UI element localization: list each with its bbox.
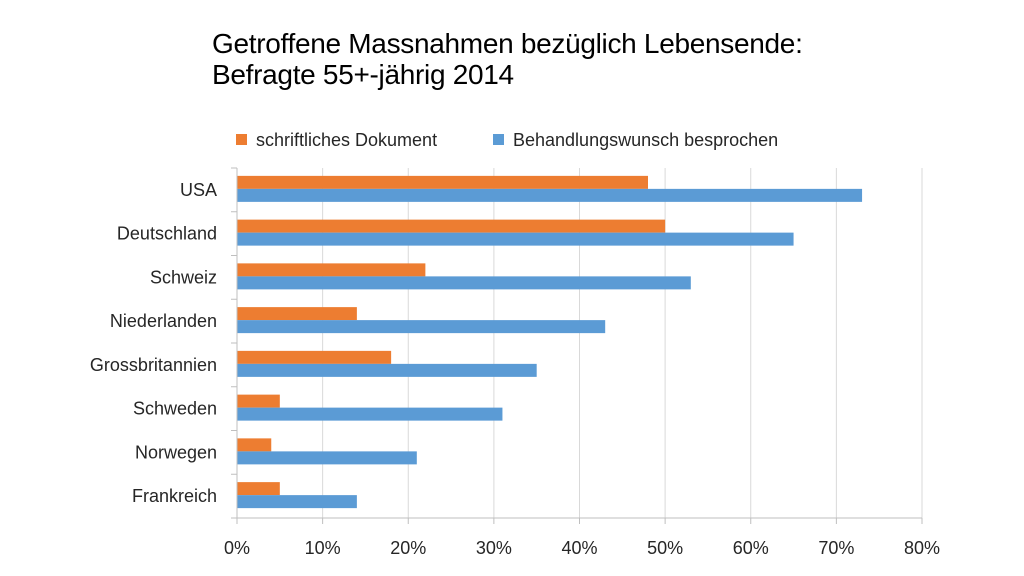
category-label: USA bbox=[180, 180, 217, 200]
bars bbox=[237, 175, 863, 509]
x-tick-label: 30% bbox=[476, 538, 512, 558]
bar bbox=[237, 175, 648, 189]
bar bbox=[237, 394, 280, 408]
category-label: Schweden bbox=[133, 399, 217, 419]
bar bbox=[237, 438, 272, 452]
category-label: Frankreich bbox=[132, 486, 217, 506]
chart-title-line-2: Befragte 55+-jährig 2014 bbox=[212, 59, 514, 90]
x-tick-label: 70% bbox=[818, 538, 854, 558]
bar bbox=[237, 263, 426, 277]
axes bbox=[231, 167, 923, 524]
category-label: Schweiz bbox=[150, 267, 217, 287]
bar bbox=[237, 350, 392, 364]
x-tick-label: 40% bbox=[561, 538, 597, 558]
bar bbox=[237, 482, 280, 496]
x-tick-labels: 0% 10% 20% 30% 40% 50% 60% 70% 80% bbox=[224, 538, 940, 558]
legend-swatch bbox=[493, 134, 504, 145]
legend-swatch bbox=[236, 134, 247, 145]
legend-label: schriftliches Dokument bbox=[256, 130, 437, 150]
category-label: Norwegen bbox=[135, 442, 217, 462]
legend: schriftliches Dokument Behandlungswunsch … bbox=[236, 130, 778, 150]
x-tick-label: 60% bbox=[733, 538, 769, 558]
x-tick-label: 10% bbox=[305, 538, 341, 558]
bar bbox=[237, 407, 503, 421]
bar bbox=[237, 188, 863, 202]
chart-title: Getroffene Massnahmen bezüglich Lebensen… bbox=[212, 28, 803, 90]
category-label: Deutschland bbox=[117, 224, 217, 244]
bar bbox=[237, 219, 666, 233]
legend-label: Behandlungswunsch besprochen bbox=[513, 130, 778, 150]
category-label: Grossbritannien bbox=[90, 355, 217, 375]
bar bbox=[237, 495, 357, 509]
x-tick-label: 0% bbox=[224, 538, 250, 558]
x-tick-label: 20% bbox=[390, 538, 426, 558]
bar bbox=[237, 320, 606, 334]
category-labels: USA Deutschland Schweiz Niederlanden Grossbr… bbox=[90, 180, 217, 506]
category-label: Niederlanden bbox=[110, 311, 217, 331]
bar bbox=[237, 451, 417, 465]
chart-title-line-1: Getroffene Massnahmen bezüglich Lebensen… bbox=[212, 28, 803, 59]
bar bbox=[237, 307, 357, 321]
bar bbox=[237, 363, 537, 377]
bar bbox=[237, 276, 691, 290]
x-tick-label: 80% bbox=[904, 538, 940, 558]
x-tick-label: 50% bbox=[647, 538, 683, 558]
bar bbox=[237, 232, 794, 246]
